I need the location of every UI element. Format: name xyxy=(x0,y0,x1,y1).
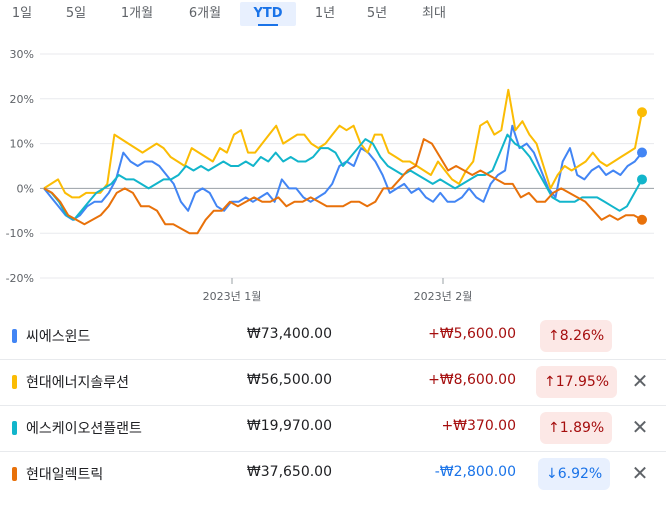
stock-name[interactable]: 현대에너지솔루션 xyxy=(26,375,130,391)
tab-label: 6개월 xyxy=(188,6,222,21)
tab-label: 1년 xyxy=(314,6,336,21)
tab-2[interactable]: 1개월 xyxy=(108,2,166,26)
series-end-point-2 xyxy=(637,174,647,185)
tab-label: 1일 xyxy=(11,6,33,21)
tab-3[interactable]: 6개월 xyxy=(176,2,234,26)
tab-1[interactable]: 5일 xyxy=(54,2,98,26)
x-tick-label: 2023년 1월 xyxy=(203,290,262,303)
tab-label: 최대 xyxy=(422,6,446,21)
stock-row[interactable]: 현대에너지솔루션 ₩56,500.00 +₩8,600.00 ↑17.95% ✕ xyxy=(0,364,666,410)
tab-0[interactable]: 1일 xyxy=(2,2,42,26)
tab-4[interactable]: YTD xyxy=(240,2,296,26)
remove-stock-close-icon[interactable]: ✕ xyxy=(631,415,649,439)
stock-name[interactable]: 현대일렉트릭 xyxy=(26,467,104,483)
stock-price: ₩37,650.00 xyxy=(246,464,332,480)
tab-label: YTD xyxy=(253,6,283,21)
tab-label: 1개월 xyxy=(120,6,154,21)
series-line-1 xyxy=(43,88,643,199)
percent-change-badge: ↑17.95% xyxy=(536,366,618,398)
y-tick-label: -20% xyxy=(6,272,34,285)
percent-change-badge: ↓6.92% xyxy=(538,458,611,490)
tab-7[interactable]: 최대 xyxy=(410,2,458,26)
stock-row[interactable]: 현대일렉트릭 ₩37,650.00 -₩2,800.00 ↓6.92% ✕ xyxy=(0,456,666,502)
price-change: +₩5,600.00 xyxy=(428,326,516,342)
y-tick-label: 20% xyxy=(10,93,34,106)
tab-label: 5년 xyxy=(366,6,388,21)
series-end-point-0 xyxy=(637,147,647,158)
series-line-2 xyxy=(43,133,643,221)
row-divider xyxy=(0,405,666,406)
row-divider xyxy=(0,451,666,452)
series-line-0 xyxy=(43,124,643,221)
stock-row[interactable]: 씨에스윈드 ₩73,400.00 +₩5,600.00 ↑8.26% xyxy=(0,318,666,364)
series-color-marker xyxy=(12,421,17,435)
tab-5[interactable]: 1년 xyxy=(304,2,346,26)
series-end-point-3 xyxy=(637,214,647,225)
remove-stock-close-icon[interactable]: ✕ xyxy=(631,369,649,393)
stock-price: ₩19,970.00 xyxy=(246,418,332,434)
stock-name[interactable]: 에스케이오션플랜트 xyxy=(26,421,142,437)
percent-change-badge: ↑1.89% xyxy=(540,412,613,444)
y-tick-label: 0% xyxy=(17,182,34,195)
remove-stock-close-icon[interactable]: ✕ xyxy=(631,461,649,485)
comparison-chart: 30% 20% 10% 0% -10% -20% 2023년 1월 2023년 2월 xyxy=(6,48,654,303)
price-change: +₩370.00 xyxy=(441,418,516,434)
series-color-marker xyxy=(12,329,17,343)
range-tabs: 1일 5일 1개월 6개월 YTD 1년 5년 최대 xyxy=(0,0,666,28)
series-end-point-1 xyxy=(637,107,647,118)
stock-price: ₩73,400.00 xyxy=(246,326,332,342)
stock-name[interactable]: 씨에스윈드 xyxy=(26,329,91,345)
tab-label: 5일 xyxy=(65,6,87,21)
active-tab-underline xyxy=(258,24,278,26)
series-color-marker xyxy=(12,375,17,389)
y-tick-label: -10% xyxy=(6,227,34,240)
series-line-3 xyxy=(43,138,643,235)
y-tick-label: 10% xyxy=(10,138,34,151)
stock-price: ₩56,500.00 xyxy=(246,372,332,388)
y-tick-label: 30% xyxy=(10,48,34,61)
price-change: +₩8,600.00 xyxy=(428,372,516,388)
tab-6[interactable]: 5년 xyxy=(356,2,398,26)
row-divider xyxy=(0,359,666,360)
percent-change-badge: ↑8.26% xyxy=(540,320,613,352)
stock-row[interactable]: 에스케이오션플랜트 ₩19,970.00 +₩370.00 ↑1.89% ✕ xyxy=(0,410,666,456)
series-color-marker xyxy=(12,467,17,481)
price-change: -₩2,800.00 xyxy=(434,464,516,480)
x-tick-label: 2023년 2월 xyxy=(414,290,473,303)
